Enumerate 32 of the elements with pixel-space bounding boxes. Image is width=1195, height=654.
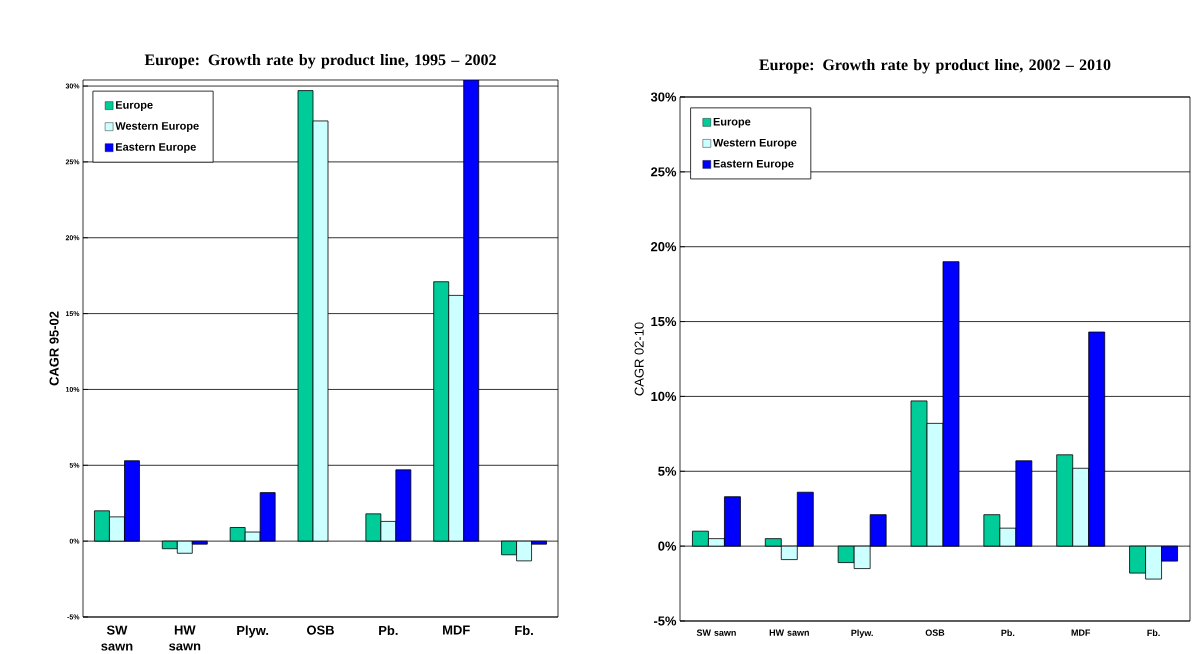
legend-label: Eastern Europe [713,159,794,170]
x-tick-label: SW sawn [101,625,133,651]
y-tick-label: -5% [653,616,677,626]
legend-label: Western Europe [115,122,199,132]
x-tick-label: SW sawn [696,629,736,636]
y-tick-label: 0% [658,541,677,551]
y-tick-label: 20% [651,242,677,252]
x-tick-label: Fb. [515,625,533,636]
y-tick-label: 25% [651,167,677,177]
x-tick-label: Plyw. [851,629,873,638]
legend-label: Eastern Europe [116,143,196,153]
x-tick-label: OSB [307,625,334,635]
y-tick-label: 5% [658,466,677,476]
x-tick-label: HW sawn [169,625,201,651]
x-tick-label: MDF [443,625,470,635]
legend-label: Europe [713,117,751,128]
x-tick-label: OSB [925,629,945,636]
y-axis-title: CAGR 02-10 [634,322,644,396]
chart-title: Europe: Growth rate by product line, 2002 – 2010 [759,59,1111,74]
y-tick-label: 15% [651,317,677,327]
x-tick-label: Fb. [1147,629,1160,637]
x-tick-label: MDF [1071,629,1091,636]
y-axis-title: CAGR 95-02 [49,311,59,386]
y-tick-label: 10% [651,391,677,402]
x-tick-label: HW sawn [769,629,809,636]
legend-label: Western Europe [713,138,797,149]
chart-title: Europe: Growth rate by product line, 1995 – 2002 [144,54,496,69]
legend-label: Europe [116,101,153,111]
x-tick-label: Pb. [1001,629,1015,637]
x-tick-label: Plyw. [237,625,269,638]
y-tick-label: 30% [650,92,677,102]
x-tick-label: Pb. [379,625,398,636]
